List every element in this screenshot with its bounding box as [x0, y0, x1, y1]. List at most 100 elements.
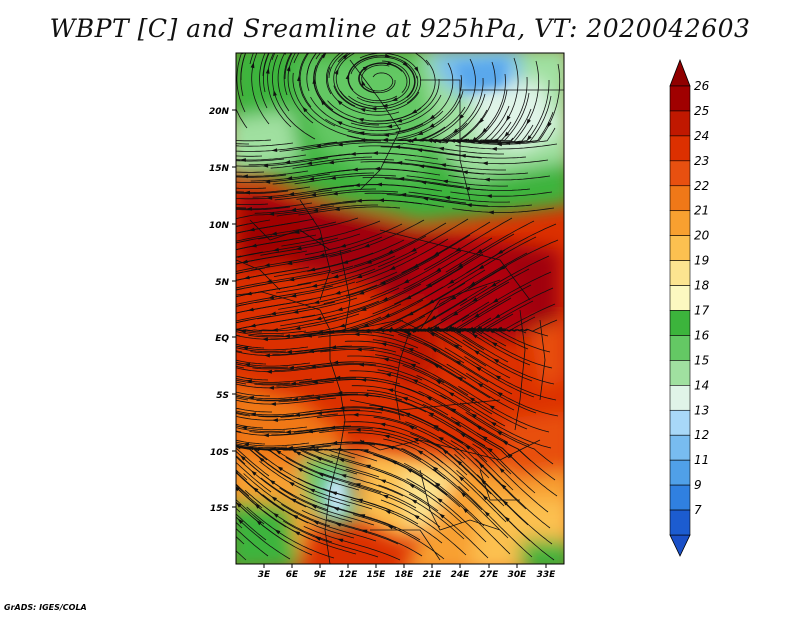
streamline-arrowhead [290, 21, 296, 26]
streamline-arrowhead [428, 299, 435, 304]
streamline [299, 271, 398, 302]
streamline [236, 218, 315, 234]
lon-label: 18E [395, 570, 415, 580]
streamline-arrowhead [451, 326, 458, 332]
streamline-arrowhead [314, 395, 320, 400]
streamline-arrowhead [220, 174, 226, 178]
streamline-arrowhead [180, 407, 186, 412]
streamline [236, 501, 313, 556]
streamline-arrowhead [429, 332, 436, 337]
streamline [236, 171, 265, 173]
streamline-arrowhead [468, 326, 475, 332]
streamline [303, 407, 405, 417]
streamline [285, 457, 382, 494]
streamline-arrowhead [220, 423, 226, 427]
streamline-arrowhead [396, 161, 403, 165]
streamline-arrowhead [272, 418, 278, 422]
streamline [252, 185, 355, 198]
streamline-arrowhead [491, 342, 498, 347]
streamline [321, 251, 418, 288]
streamline-arrowhead [308, 176, 315, 181]
streamline [236, 189, 333, 200]
streamline [236, 395, 293, 401]
streamline [236, 155, 263, 157]
streamline-arrowhead [286, 65, 291, 72]
streamline [428, 414, 512, 475]
streamline [442, 284, 532, 331]
streamline-arrowhead [201, 331, 207, 335]
streamline-arrowhead [412, 437, 419, 442]
streamline [236, 298, 314, 314]
streamline-arrowhead [358, 362, 364, 367]
streamline [465, 372, 559, 417]
streamline-arrowhead [389, 265, 396, 270]
streamline [272, 172, 374, 185]
streamline-arrowhead [356, 198, 362, 203]
streamline [271, 427, 374, 436]
streamline [299, 53, 312, 108]
streamline [476, 474, 553, 545]
streamline [310, 96, 402, 131]
streamline [456, 428, 536, 494]
streamline-arrowhead [402, 61, 409, 67]
streamline [366, 389, 462, 428]
streamline-arrowhead [290, 381, 296, 386]
streamline-arrowhead [339, 323, 346, 328]
streamline-arrowhead [204, 365, 210, 369]
streamline [450, 191, 553, 197]
streamline [306, 53, 317, 92]
streamline-arrowhead [352, 44, 358, 48]
streamline-arrowhead [241, 259, 248, 264]
streamline [236, 446, 244, 449]
streamline [408, 493, 489, 559]
streamline [236, 251, 264, 258]
streamline [348, 432, 444, 464]
streamline [236, 425, 308, 431]
streamline-arrowhead [407, 311, 414, 316]
streamline-arrowhead [286, 176, 293, 180]
streamline-arrowhead [364, 464, 371, 469]
streamline [416, 375, 506, 427]
streamline-arrowhead [224, 207, 230, 211]
streamline [460, 329, 553, 369]
streamline-arrowhead [246, 207, 252, 211]
streamline [282, 448, 380, 478]
streamline [244, 490, 333, 543]
streamline-arrowhead [337, 21, 343, 25]
streamline-arrowhead [383, 133, 389, 137]
streamline-arrowhead [337, 538, 344, 543]
streamline [266, 448, 360, 491]
colorbar-box [669, 285, 691, 311]
streamline [316, 414, 418, 429]
streamline-arrowhead [313, 300, 320, 304]
streamline-arrowhead [262, 337, 268, 342]
streamline [236, 285, 334, 305]
streamline-arrowhead [292, 310, 299, 314]
streamline-arrowhead [266, 369, 272, 374]
streamline [236, 521, 243, 529]
streamline [236, 53, 246, 113]
streamline-arrowhead [385, 373, 392, 377]
streamline-arrowhead [356, 274, 363, 278]
streamline-arrowhead [457, 376, 463, 382]
streamline [281, 503, 377, 542]
streamline-arrowhead [242, 174, 248, 179]
streamline [372, 266, 464, 315]
streamline [455, 143, 558, 150]
streamline [352, 442, 446, 480]
streamline-arrowhead [418, 164, 425, 169]
streamline [298, 53, 336, 127]
streamline-arrowhead [359, 514, 366, 518]
streamline-arrowhead [380, 342, 387, 347]
colorbar-box [669, 160, 691, 187]
streamline-arrowhead [502, 500, 509, 506]
streamline [362, 177, 465, 188]
streamline [276, 204, 378, 217]
streamline [323, 267, 420, 305]
streamline-arrowhead [478, 462, 485, 469]
streamline-arrowhead [201, 450, 207, 455]
streamline-arrowhead [296, 467, 303, 472]
streamline-arrowhead [195, 482, 201, 487]
streamline [236, 314, 316, 330]
streamline [404, 159, 506, 171]
